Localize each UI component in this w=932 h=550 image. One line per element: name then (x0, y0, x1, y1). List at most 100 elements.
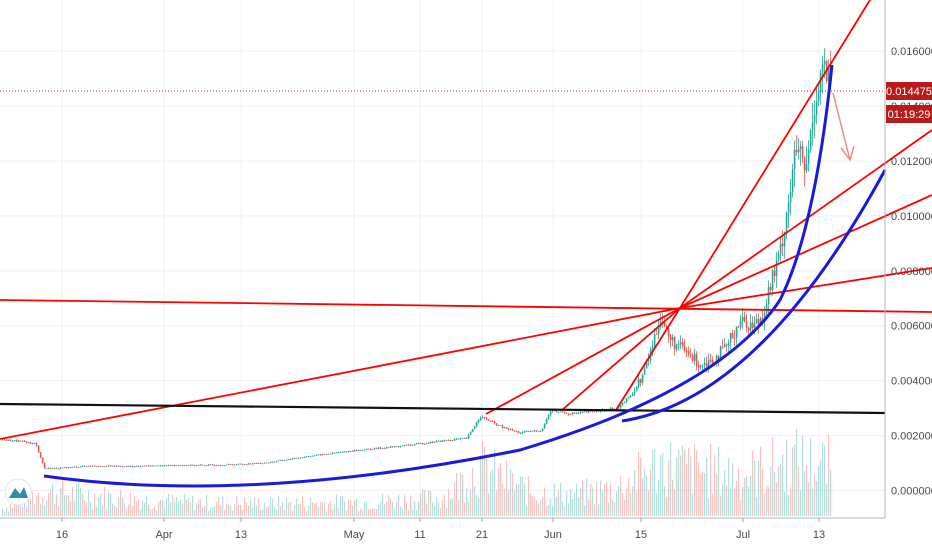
candle-body (229, 464, 232, 465)
candle-body (53, 467, 56, 469)
volume-bar (704, 473, 706, 516)
volume-bar (342, 496, 344, 516)
volume-bar (44, 505, 46, 516)
candle-body (455, 438, 458, 440)
candle-body (227, 464, 230, 465)
candle-body (157, 465, 160, 467)
candle-body (313, 455, 316, 457)
volume-bar (716, 473, 718, 516)
candle-body (103, 466, 106, 468)
volume-bar (710, 444, 712, 516)
volume-bar (408, 510, 410, 516)
volume-bar (656, 492, 658, 516)
candle-body (729, 333, 732, 343)
candle-body (31, 442, 34, 444)
volume-bar (278, 495, 280, 516)
volume-bar (468, 501, 470, 516)
candle-body (335, 452, 338, 454)
candle-body (689, 354, 692, 356)
candle-body (727, 342, 730, 346)
candle-body (181, 465, 184, 467)
candle-body (131, 465, 134, 467)
candle-body (707, 359, 710, 367)
volume-bar (214, 506, 216, 516)
candle-body (405, 444, 408, 446)
candle-body (559, 411, 562, 413)
volume-bar (722, 484, 724, 516)
volume-bar (208, 510, 210, 516)
x-tick-label: 16 (56, 529, 68, 541)
volume-bar (574, 492, 576, 516)
candle-body (797, 148, 800, 153)
volume-bar (762, 469, 764, 516)
candle-body (517, 431, 520, 434)
candle-body (697, 365, 700, 368)
candle-body (47, 468, 50, 469)
candle-body (687, 351, 690, 355)
tradingview-logo[interactable] (4, 478, 32, 506)
volume-bar (22, 507, 24, 516)
volume-bar (608, 502, 610, 516)
volume-bar (274, 507, 276, 516)
volume-bar (4, 511, 6, 516)
candle-body (717, 355, 720, 360)
candle-body (407, 444, 410, 446)
candle-body (63, 467, 66, 469)
candle-body (691, 355, 694, 361)
volume-bar (766, 486, 768, 516)
volume-bar (548, 505, 550, 516)
volume-bar (818, 466, 820, 516)
candle-body (427, 443, 430, 445)
volume-bar (428, 490, 430, 516)
volume-bar (64, 495, 66, 516)
candle-body (621, 402, 624, 406)
volume-bar (592, 487, 594, 516)
candle-body (141, 465, 144, 467)
candle-body (125, 465, 128, 467)
volume-bar (582, 479, 584, 516)
volume-bar (506, 460, 508, 516)
candle-body (461, 438, 464, 439)
volume-bar (492, 469, 494, 516)
candle-body (171, 464, 174, 466)
candle-body (499, 425, 502, 426)
candle-body (119, 465, 122, 467)
volume-bar (368, 509, 370, 516)
volume-bar (170, 502, 172, 516)
candle-body (439, 440, 442, 442)
candle-body (363, 449, 366, 451)
volume-bar (348, 500, 350, 516)
volume-bar (660, 455, 662, 516)
volume-bar (198, 499, 200, 516)
volume-bar (828, 434, 830, 516)
candle-body (661, 320, 664, 322)
volume-bar (256, 505, 258, 516)
volume-bar (772, 437, 774, 516)
blue-arc-steep (43, 64, 834, 488)
volume-bar (446, 508, 448, 516)
volume-bar (784, 491, 786, 516)
volume-bar (236, 496, 238, 516)
volume-bar (188, 497, 190, 516)
candle-body (241, 463, 244, 465)
candle-body (415, 443, 418, 445)
candle-body (207, 464, 210, 466)
volume-bar (570, 489, 572, 516)
candle-body (129, 465, 132, 467)
volume-bar (686, 464, 688, 516)
candle-body (69, 467, 72, 468)
volume-bar (420, 493, 422, 516)
volume-bar (382, 493, 384, 516)
volume-bar (388, 495, 390, 516)
candle-body (39, 452, 42, 458)
volume-bar (222, 496, 224, 516)
volume-bar (46, 500, 48, 516)
candle-body (127, 465, 130, 467)
candle-body (267, 462, 270, 464)
candle-body (333, 452, 336, 454)
candle-body (177, 465, 180, 467)
candle-body (377, 447, 380, 449)
